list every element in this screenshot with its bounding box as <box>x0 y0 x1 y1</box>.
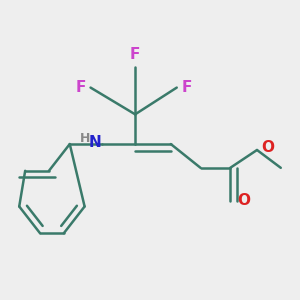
Text: O: O <box>262 140 275 154</box>
Text: N: N <box>88 135 101 150</box>
Text: F: F <box>181 80 192 95</box>
Text: O: O <box>238 193 251 208</box>
Text: F: F <box>130 47 140 62</box>
Text: F: F <box>76 80 86 95</box>
Text: H: H <box>80 132 90 145</box>
